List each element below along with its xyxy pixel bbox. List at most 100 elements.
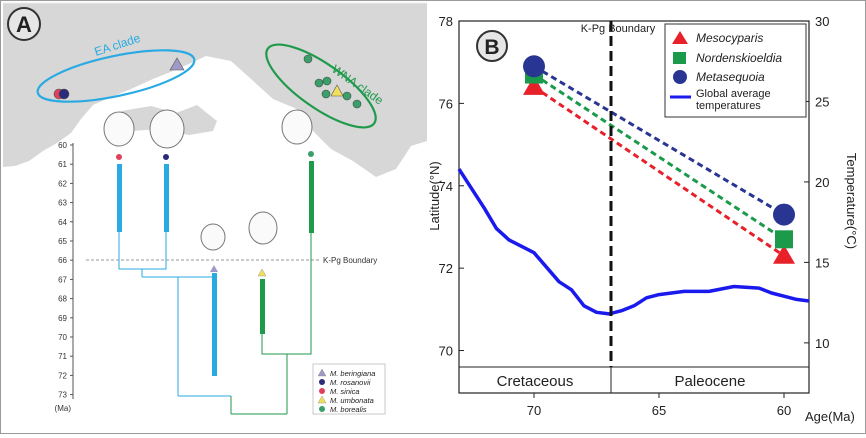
locality-borealis-5 — [352, 99, 362, 109]
age-axis-tick-label: 66 — [58, 256, 67, 265]
locality-m-rosanovii — [58, 88, 70, 100]
period-cretaceous: Cretaceous — [497, 373, 574, 390]
wna-clade-ellipse — [265, 43, 377, 129]
locality-borealis-4 — [342, 91, 352, 101]
badge-b-letter: B — [484, 36, 499, 59]
legend-a-marker — [319, 406, 325, 412]
legend-a-label: M. beringiana — [330, 369, 375, 378]
legend-label-temperature-line1: Global average — [696, 88, 771, 100]
point-metasequoia — [773, 203, 795, 226]
plot-ticks: 70 72 74 76 78 10 15 20 25 30 70 65 60 — [439, 14, 830, 418]
y2-tick-label: 25 — [815, 94, 829, 109]
x-tick-label: 65 — [652, 403, 666, 418]
x-tick-label: 70 — [527, 403, 541, 418]
legend-a-marker — [319, 388, 325, 394]
panel-a: EA clade WNA clade A 6061626364656667686… — [3, 2, 427, 415]
y2-tick-label: 20 — [815, 175, 829, 190]
period-paleocene: Paleocene — [675, 373, 746, 390]
y-tick-label: 70 — [439, 344, 453, 359]
y-tick-label: 72 — [439, 261, 453, 276]
marker-umbonata — [257, 268, 267, 277]
cone-sketch-sinica — [103, 111, 135, 147]
y2-tick-label: 30 — [815, 14, 829, 29]
point-metasequoia — [523, 55, 545, 78]
age-axis-tick-label: 68 — [58, 295, 67, 304]
age-axis-tick-label: 69 — [58, 314, 67, 323]
locality-borealis-6 — [321, 89, 331, 99]
legend-a-marker — [317, 368, 327, 377]
age-axis-tick-label: 71 — [58, 352, 67, 361]
age-axis: 60 61 62 63 64 65 66 67 68 69 70 71 72 73 — [58, 141, 74, 400]
legend-a-label: M. umbonata — [330, 396, 374, 405]
phylogeny-ea — [118, 232, 231, 397]
age-axis-tick-label: 73 — [58, 391, 67, 400]
range-bar-umbonata — [260, 279, 265, 334]
badge-a-letter: A — [16, 12, 32, 37]
marker-rosanovii — [163, 154, 169, 160]
age-axis-tick-label: 67 — [58, 275, 67, 284]
range-bar-rosanovii — [164, 164, 169, 232]
legend-b — [664, 23, 807, 118]
age-axis-tick-label: 62 — [58, 179, 67, 188]
legend-marker-nordenskioeldia — [673, 52, 686, 64]
legend-marker-mesocyparis — [672, 31, 688, 44]
cone-sketches — [103, 109, 313, 251]
legend-label-nordenskioeldia: Nordenskioeldia — [696, 51, 782, 65]
age-axis-tick-label: 65 — [58, 237, 67, 246]
y-tick-label: 74 — [439, 179, 453, 194]
point-mesocyparis — [523, 75, 545, 95]
age-axis-unit: (Ma) — [55, 404, 72, 413]
legend-label-metasequoia: Metasequoia — [696, 70, 765, 84]
age-axis-tick-label: 72 — [58, 371, 67, 380]
range-bar-borealis — [309, 161, 314, 233]
badge-a — [7, 7, 41, 41]
y-tick-label: 78 — [439, 14, 453, 29]
kpg-label-a: K-Pg Boundary — [323, 256, 377, 265]
legend-label-mesocyparis: Mesocyparis — [696, 31, 763, 45]
x-tick-label: 60 — [777, 403, 791, 418]
range-bar-beringiana — [212, 273, 217, 376]
age-axis-tick-label: 60 — [58, 141, 67, 150]
cone-sketch-borealis — [281, 109, 313, 145]
ea-clade-ellipse — [36, 49, 196, 103]
legend-marker-metasequoia — [673, 70, 687, 84]
legend-a-marker — [317, 395, 327, 404]
locality-m-umbonata — [330, 84, 344, 97]
y2-tick-label: 15 — [815, 255, 829, 270]
age-axis-tick-label: 70 — [58, 333, 67, 342]
marker-beringiana — [210, 265, 218, 272]
y-tick-label: 76 — [439, 96, 453, 111]
series-line-temperature — [457, 168, 810, 316]
legend-a-marker — [319, 379, 325, 385]
locality-borealis-1 — [303, 54, 313, 64]
branch-sinica-rosanovii — [118, 232, 167, 270]
locality-m-beringiana — [169, 57, 185, 71]
legend-label-temperature-line2: temperatures — [696, 100, 761, 112]
age-axis-tick-label: 63 — [58, 199, 67, 208]
y2-tick-label: 10 — [815, 336, 829, 351]
kpg-label-b: K-Pg Boundary — [581, 23, 656, 35]
latitude-series — [523, 55, 795, 264]
y-axis-title: Latitude(°N) — [427, 161, 442, 231]
marker-borealis — [308, 151, 314, 157]
legend-a-label: M. sinica — [330, 387, 360, 396]
cone-sketch-umbonata — [248, 211, 278, 245]
cone-sketch-rosanovii — [149, 109, 185, 149]
range-bar-sinica — [117, 164, 122, 232]
marker-sinica — [116, 154, 122, 160]
plot-frame — [458, 20, 810, 394]
legend-a-label: M. rosanovii — [330, 378, 371, 387]
locality-borealis-2 — [314, 78, 324, 88]
locality-borealis-3 — [322, 76, 332, 86]
legend-a-label: M. borealis — [330, 405, 367, 414]
age-axis-tick-label: 64 — [58, 218, 67, 227]
legend-a — [312, 363, 386, 415]
badge-b — [476, 30, 508, 62]
point-nordenskioeldia — [775, 230, 793, 249]
branch-umbonata-borealis — [261, 233, 312, 355]
series-line-mesocyparis — [533, 85, 785, 258]
age-axis-tick-label: 61 — [58, 160, 67, 169]
